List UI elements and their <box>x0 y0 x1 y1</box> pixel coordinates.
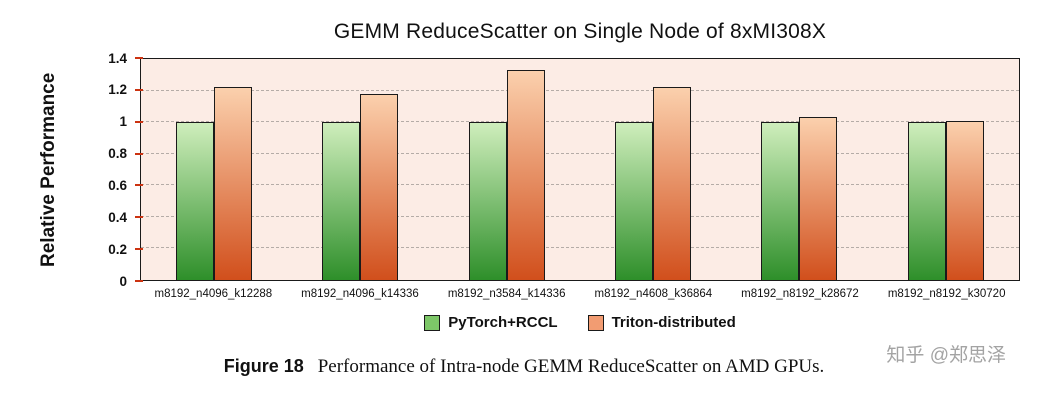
y-tick-mark <box>135 216 143 219</box>
bar-triton-distributed-m8192-n4608-k36864 <box>653 87 692 280</box>
legend-swatch-triton-distributed <box>587 314 604 331</box>
legend-swatch-pytorch-rccl <box>424 314 441 331</box>
figure-number: Figure 18 <box>223 356 304 376</box>
y-tick-mark <box>135 88 143 91</box>
y-tick-label: 0.6 <box>108 177 127 193</box>
gridline <box>141 247 1019 249</box>
gridline <box>141 121 1019 123</box>
bar-pytorch-rccl-m8192-n3584-k14336 <box>468 122 507 280</box>
figure-caption: Figure 18 Performance of Intra-node GEMM … <box>0 356 1048 378</box>
y-tick-label: 1.2 <box>108 82 127 98</box>
gridline <box>141 89 1019 91</box>
bar-pytorch-rccl-m8192-n4608-k36864 <box>615 122 654 280</box>
x-category-label-m8192-n4608-k36864: m8192_n4608_k36864 <box>594 288 713 300</box>
legend-label-pytorch-rccl: PyTorch+RCCL <box>448 314 558 331</box>
watermark: 知乎 @郑思泽 <box>886 345 1006 366</box>
y-tick-label: 1.4 <box>108 50 127 66</box>
chart-title: GEMM ReduceScatter on Single Node of 8xM… <box>333 20 827 43</box>
y-axis: 0 0.2 0.4 0.6 0.8 1 1.2 1.4 <box>90 51 143 287</box>
bar-triton-distributed-m8192-n4096-k14336 <box>360 93 399 280</box>
bar-triton-distributed-m8192-n8192-k28672 <box>799 117 838 280</box>
bar-group-m8192-n8192-k28672 <box>726 59 872 280</box>
bar-triton-distributed-m8192-n3584-k14336 <box>506 70 545 280</box>
legend-item-pytorch-rccl: PyTorch+RCCL <box>424 314 558 331</box>
legend-item-triton-distributed: Triton-distributed <box>587 314 736 331</box>
y-axis-label: Relative Performance <box>38 72 59 267</box>
bar-group-m8192-n4608-k36864 <box>580 59 726 280</box>
bar-group-m8192-n4096-k14336 <box>287 59 433 280</box>
bar-pytorch-rccl-m8192-n4096-k14336 <box>322 122 361 280</box>
chart-legend: PyTorch+RCCL Triton-distributed <box>140 314 1020 331</box>
bar-pytorch-rccl-m8192-n8192-k28672 <box>761 122 800 280</box>
y-tick-mark <box>135 152 143 155</box>
caption-text: Performance of Intra-node GEMM ReduceSca… <box>317 356 825 377</box>
y-tick-label: 1 <box>119 113 127 129</box>
gridline <box>141 215 1019 217</box>
x-category-label-m8192-n4096-k14336: m8192_n4096_k14336 <box>301 288 419 300</box>
bar-group-m8192-n4096-k12288 <box>141 59 287 280</box>
y-tick-label: 0 <box>119 273 127 289</box>
y-tick-label: 0.8 <box>108 145 127 161</box>
x-axis-category-labels: m8192_n4096_k12288 m8192_n4096_k14336 m819… <box>140 288 1020 304</box>
bar-triton-distributed-m8192-n4096-k12288 <box>214 87 253 280</box>
bar-pytorch-rccl-m8192-n4096-k12288 <box>176 122 215 280</box>
y-tick-mark <box>135 248 143 251</box>
plot-area <box>140 58 1020 281</box>
x-category-label-m8192-n4096-k12288: m8192_n4096_k12288 <box>154 288 273 300</box>
bar-pytorch-rccl-m8192-n8192-k30720 <box>907 122 946 280</box>
y-tick-mark <box>135 57 143 59</box>
x-category-label-m8192-n8192-k28672: m8192_n8192_k28672 <box>741 288 859 300</box>
bar-group-m8192-n3584-k14336 <box>434 59 580 280</box>
y-tick-mark <box>135 280 143 282</box>
x-category-label-m8192-n3584-k14336: m8192_n3584_k14336 <box>447 288 566 300</box>
y-tick-label: 0.4 <box>108 209 127 225</box>
y-tick-mark <box>135 184 143 187</box>
bar-group-m8192-n8192-k30720 <box>873 59 1019 280</box>
bar-triton-distributed-m8192-n8192-k30720 <box>945 120 984 280</box>
gridline <box>141 184 1019 186</box>
x-category-label-m8192-n8192-k30720: m8192_n8192_k30720 <box>887 288 1006 300</box>
y-tick-label: 0.2 <box>108 241 127 257</box>
gridline <box>141 152 1019 154</box>
legend-label-triton-distributed: Triton-distributed <box>611 314 736 331</box>
y-tick-mark <box>135 120 143 123</box>
